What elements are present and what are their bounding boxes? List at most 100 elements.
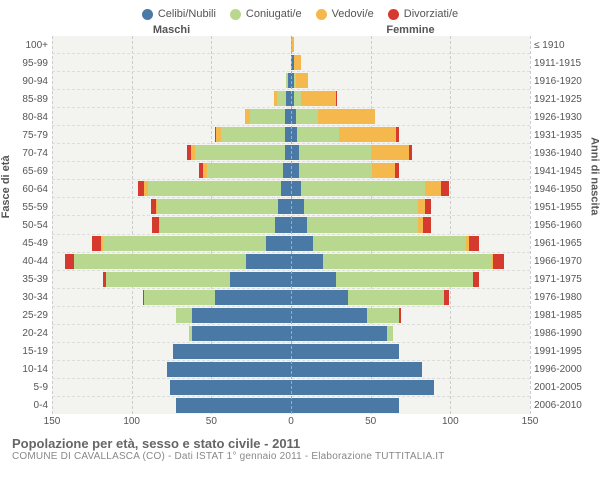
segment bbox=[157, 199, 278, 214]
segment bbox=[266, 236, 291, 251]
x-tick: 100 bbox=[123, 416, 140, 427]
female-bar bbox=[291, 180, 530, 197]
birth-label: 1946-1950 bbox=[534, 180, 590, 198]
segment bbox=[441, 181, 449, 196]
birth-label: 2001-2005 bbox=[534, 378, 590, 396]
male-bar bbox=[52, 90, 291, 107]
segment bbox=[291, 199, 304, 214]
segment bbox=[297, 127, 338, 142]
birth-label: 1961-1965 bbox=[534, 234, 590, 252]
birth-label: 1936-1940 bbox=[534, 144, 590, 162]
segment bbox=[301, 181, 425, 196]
male-bar bbox=[52, 253, 291, 270]
age-label: 15-19 bbox=[10, 342, 48, 360]
female-bar bbox=[291, 126, 530, 143]
y-right-title: Anni di nascita bbox=[588, 137, 600, 215]
legend-swatch bbox=[388, 9, 399, 20]
birth-label: 1971-1975 bbox=[534, 270, 590, 288]
age-label: 25-29 bbox=[10, 306, 48, 324]
segment bbox=[399, 308, 401, 323]
x-tick: 50 bbox=[206, 416, 217, 427]
age-label: 80-84 bbox=[10, 108, 48, 126]
male-bar bbox=[52, 144, 291, 161]
legend-swatch bbox=[142, 9, 153, 20]
age-label: 35-39 bbox=[10, 270, 48, 288]
age-label: 75-79 bbox=[10, 126, 48, 144]
age-label: 40-44 bbox=[10, 252, 48, 270]
gridline bbox=[530, 36, 531, 414]
age-label: 20-24 bbox=[10, 324, 48, 342]
legend-item: Vedovi/e bbox=[316, 8, 374, 20]
female-bar bbox=[291, 271, 530, 288]
x-tick: 50 bbox=[365, 416, 376, 427]
segment bbox=[301, 91, 336, 106]
x-tick: 100 bbox=[442, 416, 459, 427]
segment bbox=[339, 127, 396, 142]
x-tick: 0 bbox=[288, 416, 294, 427]
birth-label: 1951-1955 bbox=[534, 198, 590, 216]
x-axis: 15010050050100150 bbox=[10, 416, 590, 430]
segment bbox=[473, 272, 479, 287]
segment bbox=[291, 254, 323, 269]
segment bbox=[371, 145, 409, 160]
female-bar bbox=[291, 108, 530, 125]
age-label: 100+ bbox=[10, 36, 48, 54]
legend-item: Coniugati/e bbox=[230, 8, 302, 20]
segment bbox=[423, 217, 431, 232]
birth-label: 2006-2010 bbox=[534, 396, 590, 414]
segment bbox=[291, 290, 348, 305]
segment bbox=[192, 326, 291, 341]
male-bar bbox=[52, 108, 291, 125]
x-ticks: 15010050050100150 bbox=[52, 416, 530, 430]
age-label: 60-64 bbox=[10, 180, 48, 198]
segment bbox=[313, 236, 466, 251]
age-label: 30-34 bbox=[10, 288, 48, 306]
segment bbox=[336, 91, 338, 106]
segment bbox=[291, 217, 307, 232]
female-bar bbox=[291, 198, 530, 215]
segment bbox=[409, 145, 412, 160]
segment bbox=[294, 55, 300, 70]
birth-label: ≤ 1910 bbox=[534, 36, 590, 54]
male-bar bbox=[52, 271, 291, 288]
male-bar bbox=[52, 325, 291, 342]
segment bbox=[291, 380, 434, 395]
male-bar bbox=[52, 235, 291, 252]
segment bbox=[176, 308, 192, 323]
segment bbox=[92, 236, 102, 251]
segment bbox=[192, 308, 291, 323]
birth-label: 1911-1915 bbox=[534, 54, 590, 72]
segment bbox=[277, 91, 287, 106]
legend-label: Celibi/Nubili bbox=[158, 8, 216, 20]
female-bar bbox=[291, 343, 530, 360]
segment bbox=[372, 163, 394, 178]
birth-label: 1931-1935 bbox=[534, 126, 590, 144]
segment bbox=[170, 380, 291, 395]
age-label: 95-99 bbox=[10, 54, 48, 72]
birth-label: 1921-1925 bbox=[534, 90, 590, 108]
segment bbox=[318, 109, 375, 124]
female-bar bbox=[291, 72, 530, 89]
segment bbox=[444, 290, 449, 305]
legend-swatch bbox=[230, 9, 241, 20]
segment bbox=[283, 163, 291, 178]
male-bar bbox=[52, 343, 291, 360]
segment bbox=[106, 272, 230, 287]
male-bar bbox=[52, 361, 291, 378]
male-bar bbox=[52, 126, 291, 143]
segment bbox=[291, 163, 299, 178]
segment bbox=[176, 398, 291, 413]
birth-label: 1956-1960 bbox=[534, 216, 590, 234]
female-bar bbox=[291, 144, 530, 161]
segment bbox=[395, 163, 400, 178]
segment bbox=[291, 398, 399, 413]
birth-label: 1966-1970 bbox=[534, 252, 590, 270]
legend-label: Vedovi/e bbox=[332, 8, 374, 20]
segment bbox=[296, 109, 318, 124]
x-tick: 150 bbox=[522, 416, 539, 427]
segment bbox=[307, 217, 419, 232]
segment bbox=[425, 199, 431, 214]
age-label: 50-54 bbox=[10, 216, 48, 234]
footer-title: Popolazione per età, sesso e stato civil… bbox=[12, 436, 588, 451]
segment bbox=[215, 290, 291, 305]
